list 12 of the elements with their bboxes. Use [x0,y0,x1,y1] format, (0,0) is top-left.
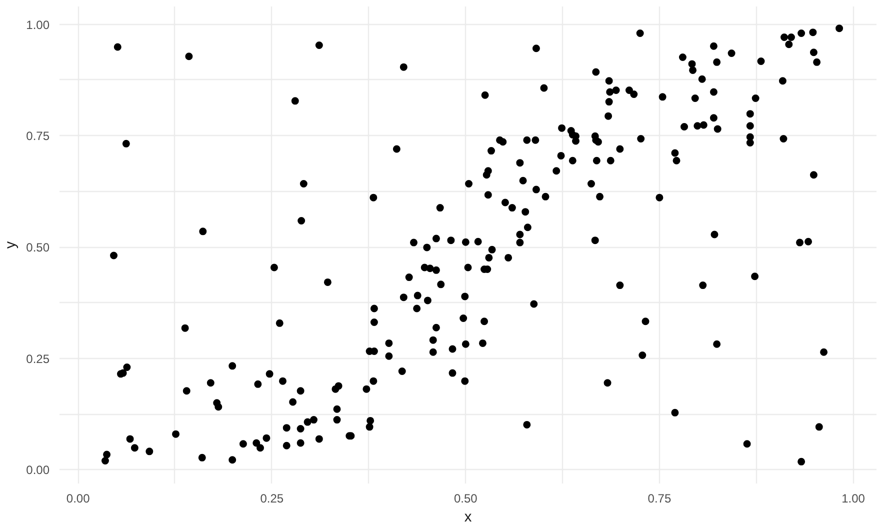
x-tick-label: 0.25 [260,492,284,506]
x-tick-label: 0.50 [454,492,478,506]
x-axis-title: x [464,510,472,526]
y-tick-label: 1.00 [26,18,50,32]
y-axis-title: y [3,240,20,249]
y-tick-label: 0.00 [26,463,50,478]
y-tick-label: 0.50 [26,240,50,255]
x-tick-label: 0.00 [66,492,90,506]
y-tick-label: 0.25 [26,352,50,366]
y-tick-label: 0.75 [26,129,50,144]
x-tick-label: 1.00 [842,492,866,506]
x-tick-label: 0.75 [648,492,672,506]
